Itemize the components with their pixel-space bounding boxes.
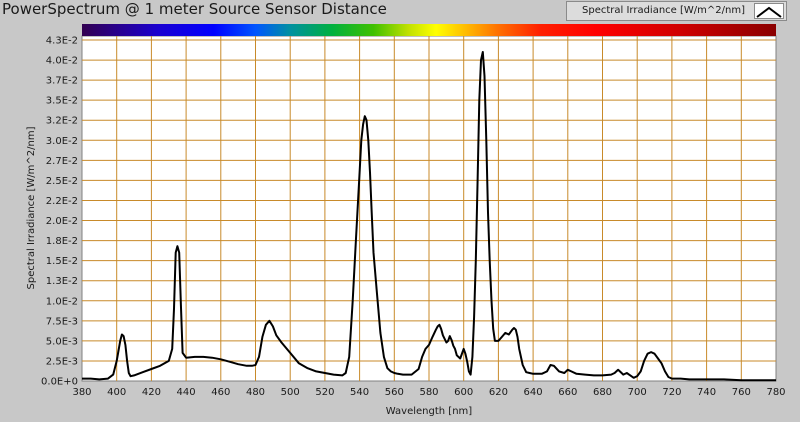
y-tick-label: 3.0E-2 [46, 136, 78, 147]
legend: Spectral Irradiance [W/m^2/nm] [566, 1, 787, 21]
y-tick-label: 5.0E-3 [46, 336, 78, 347]
y-tick-label: 1.3E-2 [46, 276, 78, 287]
x-tick-label: 600 [454, 387, 473, 398]
y-tick-label: 4.3E-2 [46, 36, 78, 47]
x-tick-label: 420 [142, 387, 161, 398]
x-tick-label: 440 [177, 387, 196, 398]
x-tick-label: 740 [697, 387, 716, 398]
x-tick-label: 780 [766, 387, 785, 398]
legend-line-icon [756, 6, 782, 18]
y-tick-label: 2.5E-2 [46, 176, 78, 187]
x-tick-label: 460 [211, 387, 230, 398]
x-tick-label: 520 [315, 387, 334, 398]
y-tick-label: 3.2E-2 [46, 116, 78, 127]
spectrum-color-bar [82, 24, 776, 36]
y-tick-label: 2.7E-2 [46, 156, 78, 167]
x-tick-label: 640 [524, 387, 543, 398]
x-tick-label: 500 [281, 387, 300, 398]
legend-series-name: Spectral Irradiance [W/m^2/nm] [582, 5, 745, 16]
y-tick-label: 2.2E-2 [46, 196, 78, 207]
x-tick-label: 560 [385, 387, 404, 398]
x-axis-ticks: 380 400 420 440 460 480 500 520 540 560 580 600 620 6… [72, 387, 785, 398]
chart-title: PowerSpectrum @ 1 meter Source Sensor Di… [2, 0, 387, 18]
y-axis-ticks: 0.0E+0 2.5E-3 5.0E-3 7.5E-3 1.0E-2 1.3E-2 1.5E… [41, 36, 78, 388]
y-tick-label: 0.0E+0 [41, 377, 78, 388]
x-tick-label: 480 [246, 387, 265, 398]
x-tick-label: 760 [732, 387, 751, 398]
x-tick-label: 720 [662, 387, 681, 398]
y-tick-label: 3.5E-2 [46, 96, 78, 107]
y-tick-label: 2.5E-3 [46, 356, 78, 367]
x-tick-label: 540 [350, 387, 369, 398]
y-tick-label: 3.7E-2 [46, 76, 78, 87]
y-tick-label: 1.5E-2 [46, 256, 78, 267]
y-axis-label: Spectral Irradiance [W/m^2/nm] [26, 126, 37, 289]
grid-lines [82, 36, 776, 381]
y-tick-label: 7.5E-3 [46, 316, 78, 327]
x-tick-label: 680 [593, 387, 612, 398]
x-tick-label: 700 [628, 387, 647, 398]
x-tick-label: 580 [419, 387, 438, 398]
x-tick-label: 620 [489, 387, 508, 398]
legend-line-swatch[interactable] [754, 3, 784, 19]
x-axis-label: Wavelength [nm] [386, 406, 472, 417]
series-layer [82, 51, 776, 382]
x-tick-label: 660 [558, 387, 577, 398]
series-line-0 [82, 51, 776, 382]
y-tick-label: 1.0E-2 [46, 296, 78, 307]
x-tick-label: 380 [72, 387, 91, 398]
x-tick-label: 400 [107, 387, 126, 398]
y-tick-label: 1.8E-2 [46, 236, 78, 247]
y-tick-label: 4.0E-2 [46, 56, 78, 67]
y-tick-label: 2.0E-2 [46, 216, 78, 227]
